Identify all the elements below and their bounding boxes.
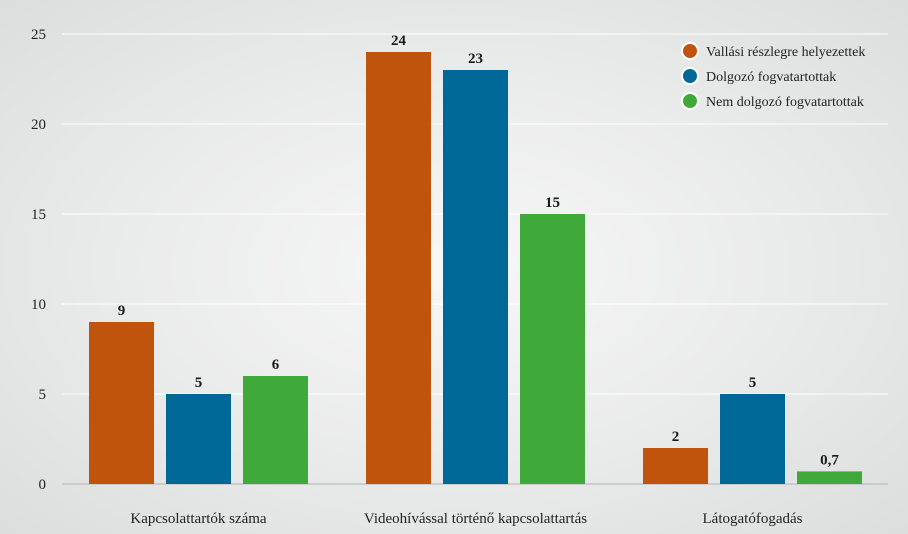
bar bbox=[166, 394, 231, 484]
x-category-label: Videohívással történő kapcsolattartás bbox=[364, 511, 587, 527]
y-axis-ticks: 0 5 10 15 20 25 bbox=[31, 27, 46, 493]
y-tick-label: 0 bbox=[39, 477, 47, 493]
legend-label: Vallási részlegre helyezettek bbox=[706, 45, 865, 60]
y-tick-label: 15 bbox=[31, 207, 46, 223]
data-label: 2 bbox=[672, 429, 680, 445]
bar bbox=[366, 52, 431, 484]
bars bbox=[89, 52, 862, 484]
data-label: 5 bbox=[195, 375, 203, 391]
legend-swatch bbox=[681, 42, 699, 60]
data-label: 24 bbox=[391, 33, 407, 49]
data-labels: 9 5 6 24 23 15 2 5 0,7 bbox=[118, 33, 840, 468]
bar bbox=[797, 471, 862, 484]
bar bbox=[89, 322, 154, 484]
data-label: 0,7 bbox=[820, 452, 839, 468]
x-category-label: Látogatófogadás bbox=[703, 511, 803, 527]
y-tick-label: 20 bbox=[31, 117, 46, 133]
y-tick-label: 5 bbox=[39, 387, 47, 403]
x-category-label: Kapcsolattartók száma bbox=[130, 511, 267, 527]
bar bbox=[643, 448, 708, 484]
bar bbox=[720, 394, 785, 484]
bar bbox=[243, 376, 308, 484]
data-label: 6 bbox=[272, 357, 280, 373]
data-label: 15 bbox=[545, 195, 560, 211]
legend-swatch bbox=[681, 67, 699, 85]
data-label: 23 bbox=[468, 51, 483, 67]
legend-swatch bbox=[681, 92, 699, 110]
y-tick-label: 10 bbox=[31, 297, 46, 313]
legend-label: Nem dolgozó fogvatartottak bbox=[706, 95, 864, 110]
bar bbox=[520, 214, 585, 484]
x-axis-categories: Kapcsolattartók száma Videohívással törté… bbox=[130, 511, 802, 527]
legend: Vallási részlegre helyezettek Dolgozó fog… bbox=[681, 42, 865, 110]
legend-label: Dolgozó fogvatartottak bbox=[706, 70, 836, 85]
data-label: 5 bbox=[749, 375, 757, 391]
y-tick-label: 25 bbox=[31, 27, 46, 43]
bar bbox=[443, 70, 508, 484]
data-label: 9 bbox=[118, 303, 126, 319]
